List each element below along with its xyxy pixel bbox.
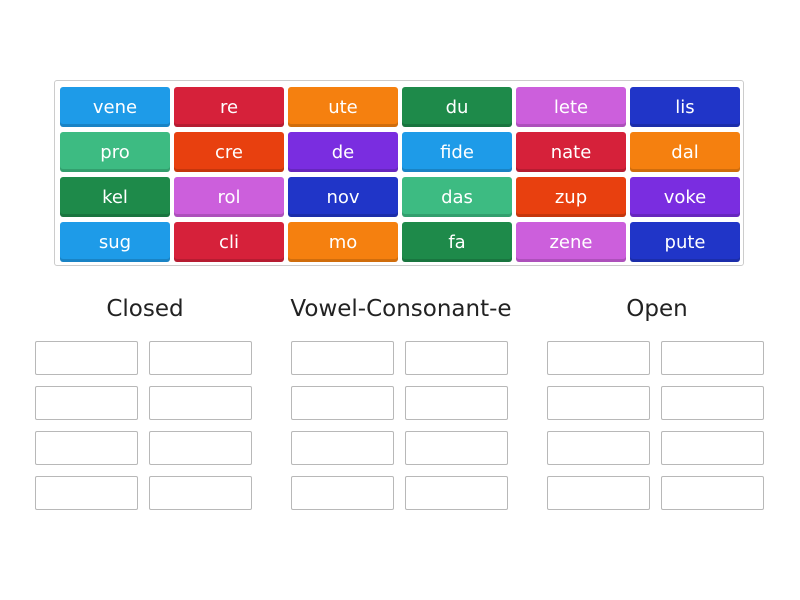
word-tile[interactable]: zup [516,177,626,217]
group-heading-vce: Vowel-Consonant-e [290,296,512,322]
drop-slot-closed[interactable] [35,386,138,420]
group-heading-closed: Closed [106,296,184,322]
word-tile[interactable]: nov [288,177,398,217]
drop-slot-vce[interactable] [405,341,508,375]
word-tile[interactable]: du [402,87,512,127]
drop-slot-open[interactable] [661,341,764,375]
drop-slot-open[interactable] [547,386,650,420]
word-tile[interactable]: rol [174,177,284,217]
word-tile[interactable]: kel [60,177,170,217]
word-tile[interactable]: lete [516,87,626,127]
drop-slot-open[interactable] [547,341,650,375]
drop-slot-open[interactable] [547,476,650,510]
drop-slot-open[interactable] [661,431,764,465]
word-tile[interactable]: pro [60,132,170,172]
word-tile[interactable]: dal [630,132,740,172]
drop-slot-open[interactable] [661,476,764,510]
word-tile[interactable]: nate [516,132,626,172]
drop-slot-closed[interactable] [35,476,138,510]
drop-slot-vce[interactable] [405,431,508,465]
drop-slot-vce[interactable] [291,476,394,510]
drop-slot-closed[interactable] [35,341,138,375]
drop-slot-open[interactable] [547,431,650,465]
word-tile[interactable]: zene [516,222,626,262]
word-tile[interactable]: voke [630,177,740,217]
word-tile-tray: vene re ute du lete lis pro cre de fide nate dal kel… [54,80,744,266]
word-tile[interactable]: fide [402,132,512,172]
word-tile[interactable]: cre [174,132,284,172]
word-tile[interactable]: ute [288,87,398,127]
drop-slot-closed[interactable] [149,431,252,465]
word-tile[interactable]: lis [630,87,740,127]
drop-slot-vce[interactable] [291,431,394,465]
word-tile[interactable]: mo [288,222,398,262]
word-tile[interactable]: cli [174,222,284,262]
word-tile[interactable]: das [402,177,512,217]
drop-slot-vce[interactable] [291,386,394,420]
drop-slot-closed[interactable] [35,431,138,465]
drop-slot-vce[interactable] [291,341,394,375]
word-tile[interactable]: pute [630,222,740,262]
drop-slot-closed[interactable] [149,386,252,420]
word-tile[interactable]: de [288,132,398,172]
group-heading-open: Open [626,296,688,322]
drop-slot-open[interactable] [661,386,764,420]
drop-slot-closed[interactable] [149,341,252,375]
drop-slot-closed[interactable] [149,476,252,510]
word-tile[interactable]: fa [402,222,512,262]
word-tile[interactable]: vene [60,87,170,127]
drop-slot-vce[interactable] [405,476,508,510]
word-tile[interactable]: re [174,87,284,127]
drop-slot-vce[interactable] [405,386,508,420]
word-tile[interactable]: sug [60,222,170,262]
